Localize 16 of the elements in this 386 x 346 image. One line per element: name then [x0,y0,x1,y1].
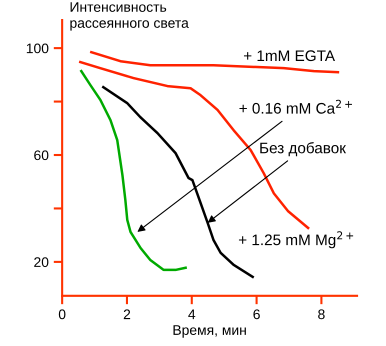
x-axis-title: Время, мин [174,325,246,338]
annotation: + 0.16 mM Ca$^{2+}$ [239,100,352,114]
annotation: + 1mM EGTA [244,50,336,62]
annotation: Без добавок [260,142,346,156]
line-series [80,70,187,272]
x-tick-label: 2 [124,309,130,320]
y-tick-label: 100 [26,43,48,54]
annotation: + 1.25 mM Mg$^{2+}$ [238,231,354,248]
y-axis-title: Интенсивность рассеянного света [70,2,189,31]
x-tick-label: 6 [253,309,260,320]
y-tick-label: 60 [34,150,48,160]
x-tick-label: 4 [188,310,196,320]
x-tick-label: 0 [58,309,66,320]
x-tick-label: 8 [318,309,325,320]
line-series [90,50,340,74]
y-tick-label: 20 [34,257,48,268]
